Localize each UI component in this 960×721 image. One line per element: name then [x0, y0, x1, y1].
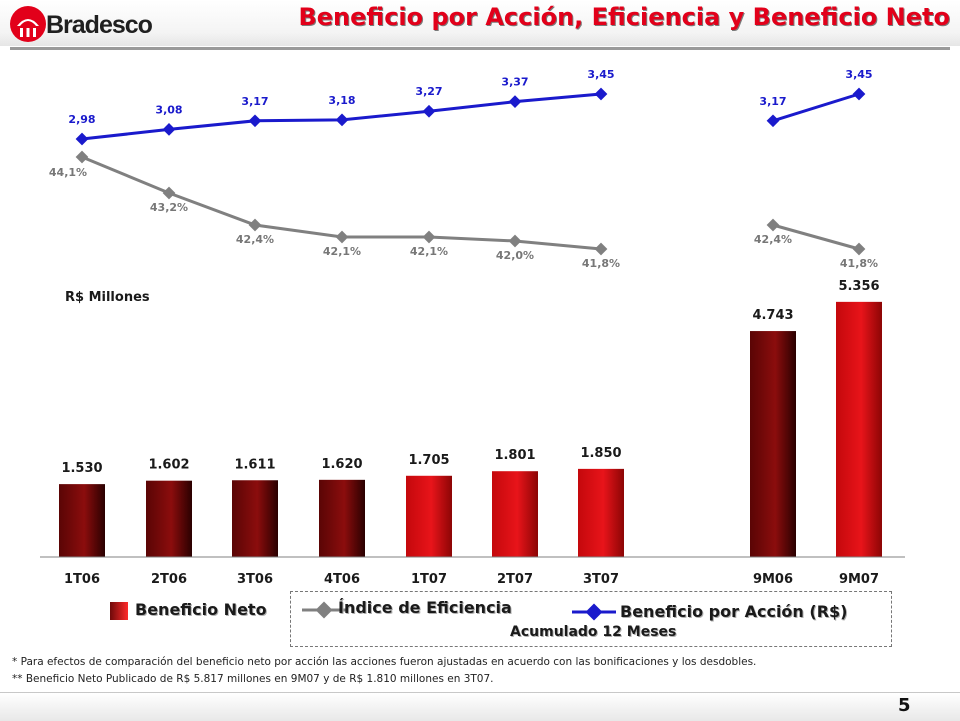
x-tick-label: 3T07: [583, 572, 619, 587]
net-income-legend-swatch: [110, 602, 128, 620]
eps-point: [594, 87, 608, 101]
bar-value-label: 1.602: [148, 458, 189, 473]
footnote-1: * Para efectos de comparación del benefi…: [12, 656, 757, 668]
x-tick-label: 2T06: [151, 572, 187, 587]
x-tick-label: 1T06: [64, 572, 100, 587]
efficiency-legend-marker: [302, 601, 346, 619]
eps-value-label: 3,45: [845, 68, 872, 81]
eps-value-label: 3,17: [241, 95, 268, 108]
bar-value-label: 1.801: [494, 448, 535, 463]
bar-9m06: [750, 331, 796, 557]
efficiency-value-label: 42,1%: [323, 245, 361, 258]
eps-value-label: 2,98: [68, 113, 95, 126]
bar-value-label: 1.611: [234, 457, 275, 472]
footer-band: [0, 692, 960, 721]
header-divider: [10, 47, 950, 50]
header-band: [0, 0, 960, 46]
eps-point: [508, 95, 522, 109]
eps-value-label: 3,27: [415, 85, 442, 98]
efficiency-point: [594, 242, 608, 256]
eps-point: [75, 132, 89, 146]
bar-value-label: 1.850: [580, 446, 621, 461]
eps-legend-marker: [572, 603, 616, 621]
efficiency-value-label: 42,4%: [754, 233, 792, 246]
bars-layer: 1.530 1.602 1.611 1.620 1.705 1.801 1.850 4.743…: [59, 279, 882, 557]
efficiency-value-label: 41,8%: [840, 257, 878, 270]
eps-point: [162, 123, 176, 136]
efficiency-point: [335, 230, 349, 244]
efficiency-point: [508, 234, 522, 248]
bar-2t07: [492, 471, 538, 557]
x-tick-label: 9M06: [753, 572, 793, 587]
units-label: R$ Millones: [65, 290, 150, 305]
x-tick-label: 9M07: [839, 572, 879, 587]
efficiency-value-label: 42,1%: [410, 245, 448, 258]
bradesco-tree-icon: [10, 6, 46, 42]
page-number: 5: [898, 695, 911, 716]
bar-2t06: [146, 480, 192, 557]
page-title: Beneficio por Acción, Eficiencia y Benef…: [298, 3, 950, 31]
x-tick-label: 3T06: [237, 572, 273, 587]
bar-3t07: [578, 468, 624, 557]
efficiency-point: [852, 242, 866, 256]
bar-9m07: [836, 301, 882, 557]
efficiency-legend-label: Índice de Eficiencia: [338, 598, 512, 617]
eps-legend-label: Beneficio por Acción (R$): [620, 602, 848, 621]
eps-point: [766, 114, 780, 128]
x-axis-tick-labels: 1T06 2T06 3T06 4T06 1T07 2T07 3T07 9M06 9M07: [64, 572, 879, 587]
efficiency-point: [248, 218, 262, 232]
eps-line: [772, 92, 860, 123]
footnote-2: ** Beneficio Neto Publicado de R$ 5.817 …: [12, 673, 494, 685]
efficiency-value-label: 41,8%: [582, 257, 620, 270]
x-tick-label: 2T07: [497, 572, 533, 587]
eps-point: [248, 114, 262, 128]
bar-value-label: 1.530: [61, 461, 102, 476]
eps-value-label: 3,37: [501, 76, 528, 89]
accumulated-legend-label: Acumulado 12 Meses: [510, 624, 677, 640]
efficiency-value-label: 42,0%: [496, 249, 534, 262]
eps-value-label: 3,17: [759, 95, 786, 108]
efficiency-point: [422, 230, 436, 244]
lines-layer: 44,1% 43,2% 42,4% 42,1% 42,1% 42,0% 41,8% 42,4%…: [49, 68, 878, 270]
brand-name: Bradesco: [46, 11, 153, 39]
eps-value-label: 3,08: [155, 103, 182, 116]
eps-value-label: 3,45: [587, 68, 614, 81]
bar-3t06: [232, 480, 278, 557]
efficiency-value-label: 44,1%: [49, 166, 87, 179]
efficiency-value-label: 42,4%: [236, 233, 274, 246]
bar-1t07: [406, 475, 452, 557]
accumulated-legend-box: [290, 591, 892, 647]
bar-1t06: [59, 484, 105, 557]
efficiency-point: [75, 150, 89, 164]
bar-4t06: [319, 479, 365, 557]
eps-value-label: 3,18: [328, 94, 355, 107]
eps-point: [852, 87, 866, 101]
bar-value-label: 4.743: [752, 308, 793, 323]
efficiency-value-label: 43,2%: [150, 201, 188, 214]
bar-value-label: 1.620: [321, 457, 362, 472]
bar-value-label: 1.705: [408, 453, 449, 468]
bar-value-label: 5.356: [838, 279, 879, 294]
eps-point: [335, 113, 349, 127]
eps-point: [422, 104, 436, 118]
efficiency-point: [162, 186, 176, 200]
x-tick-label: 4T06: [324, 572, 360, 587]
efficiency-line: [772, 223, 860, 251]
net-income-legend-label: Beneficio Neto: [135, 600, 267, 619]
x-tick-label: 1T07: [411, 572, 447, 587]
bradesco-logo: Bradesco: [8, 4, 178, 44]
efficiency-point: [766, 218, 780, 232]
